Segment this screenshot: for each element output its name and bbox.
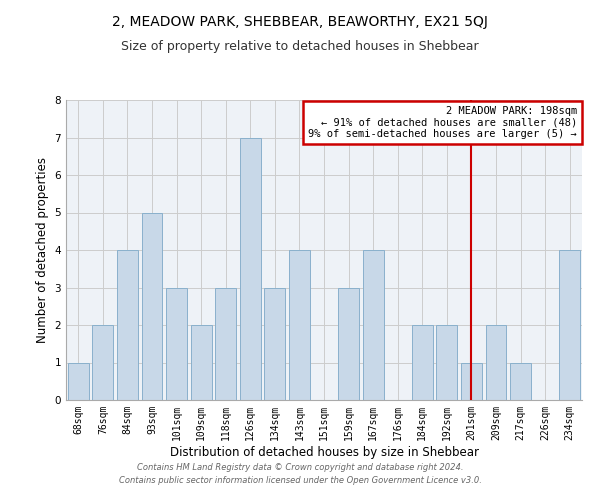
Bar [485,325,506,400]
Bar [461,362,482,400]
Bar [510,362,531,400]
Text: Size of property relative to detached houses in Shebbear: Size of property relative to detached ho… [121,40,479,53]
Text: Contains HM Land Registry data © Crown copyright and database right 2024.
Contai: Contains HM Land Registry data © Crown c… [119,463,481,485]
Bar [240,138,261,400]
Bar [289,250,310,400]
X-axis label: Distribution of detached houses by size in Shebbear: Distribution of detached houses by size … [170,446,479,458]
Text: 2 MEADOW PARK: 198sqm
← 91% of detached houses are smaller (48)
9% of semi-detac: 2 MEADOW PARK: 198sqm ← 91% of detached … [308,106,577,139]
Bar [166,288,187,400]
Bar [338,288,359,400]
Bar [436,325,457,400]
Bar [215,288,236,400]
Bar [117,250,138,400]
Bar [142,212,163,400]
Bar [191,325,212,400]
Bar [68,362,89,400]
Bar [92,325,113,400]
Bar [559,250,580,400]
Bar [265,288,286,400]
Bar [412,325,433,400]
Bar [362,250,383,400]
Text: 2, MEADOW PARK, SHEBBEAR, BEAWORTHY, EX21 5QJ: 2, MEADOW PARK, SHEBBEAR, BEAWORTHY, EX2… [112,15,488,29]
Y-axis label: Number of detached properties: Number of detached properties [36,157,49,343]
